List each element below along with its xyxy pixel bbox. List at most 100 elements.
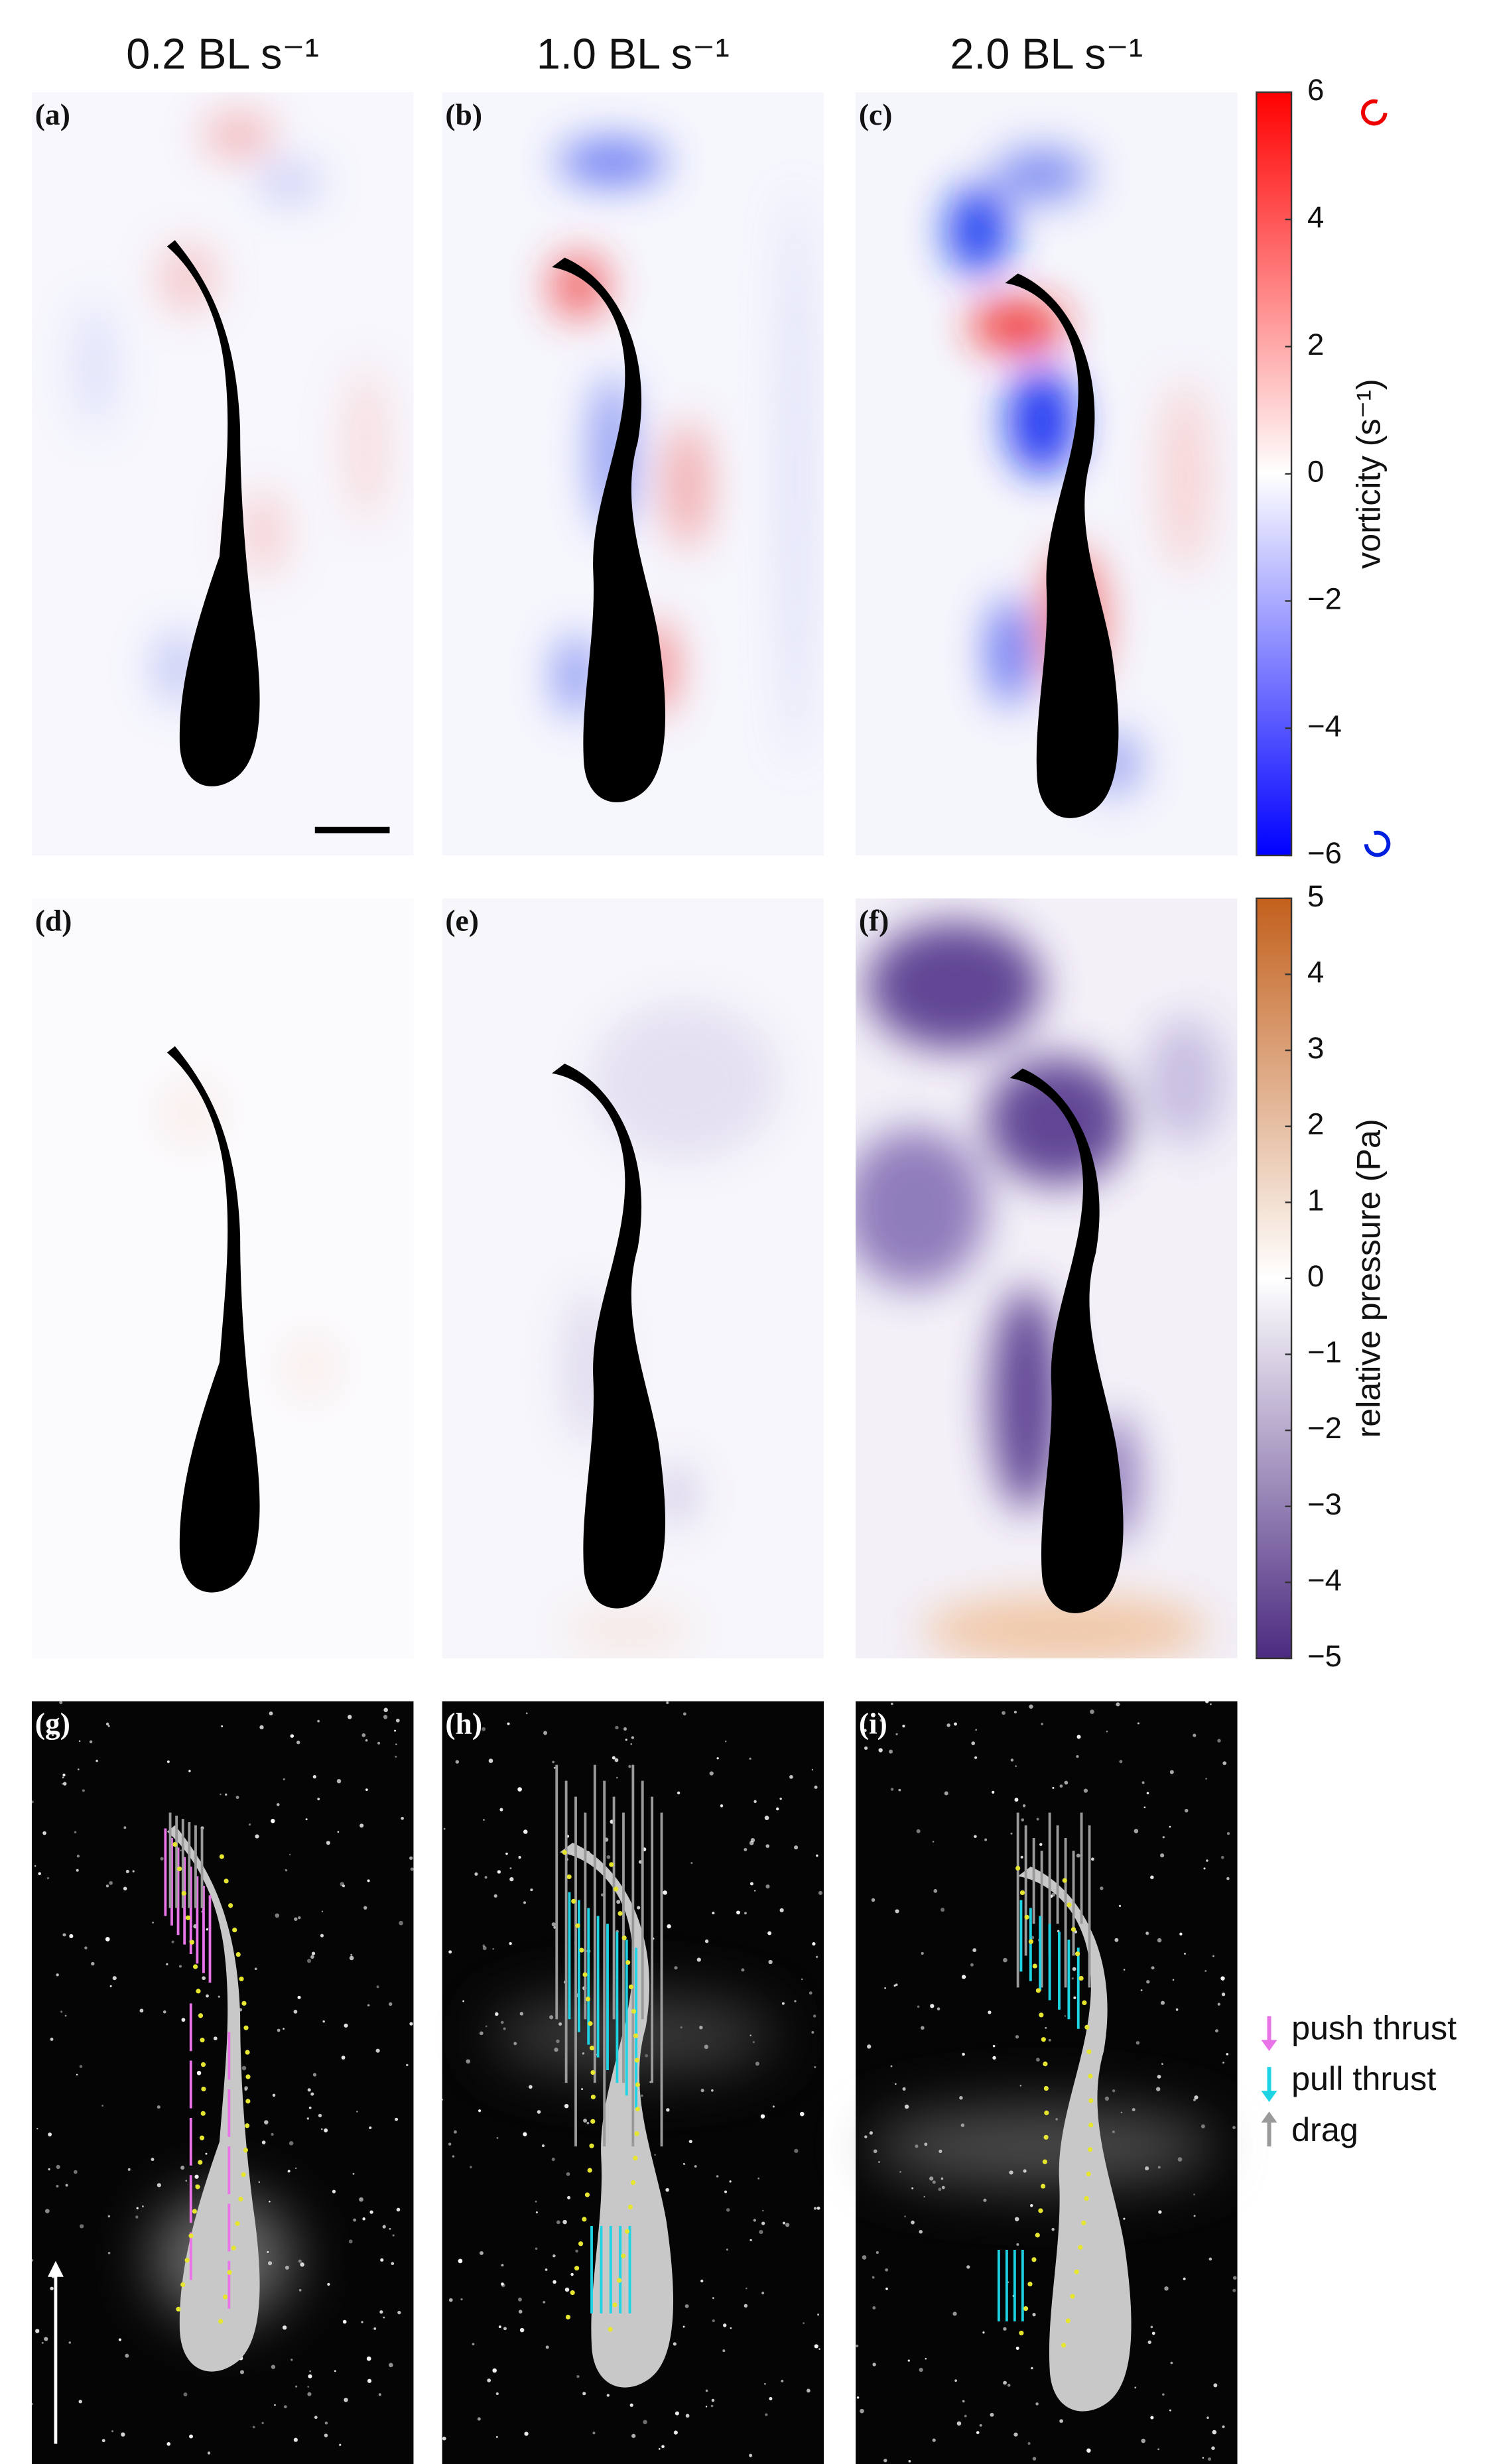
particle xyxy=(1169,1825,1171,1828)
particle xyxy=(207,2451,211,2455)
outline-dot xyxy=(590,2119,596,2124)
particle xyxy=(614,1758,619,1762)
outline-dot xyxy=(185,1915,191,1920)
particle xyxy=(379,2310,383,2314)
particle xyxy=(96,1759,98,1762)
particle xyxy=(205,2152,208,2155)
particle xyxy=(505,1852,508,1855)
particle xyxy=(166,1760,170,1763)
particle xyxy=(112,1976,117,1981)
colorbar-tick-label: 1 xyxy=(1307,1183,1324,1217)
particle xyxy=(271,2132,274,2136)
particle xyxy=(448,1950,452,1954)
particle xyxy=(709,1771,714,1776)
particle xyxy=(883,2458,887,2463)
particle xyxy=(553,1926,556,1929)
particle xyxy=(139,2008,144,2013)
particle xyxy=(180,1849,182,1852)
particle xyxy=(1027,2441,1031,2445)
particle xyxy=(356,2111,358,2113)
particle xyxy=(77,1768,80,1770)
particle xyxy=(907,2359,910,2362)
particle xyxy=(753,1890,756,1892)
particle xyxy=(932,2180,936,2184)
particle xyxy=(383,1715,388,1719)
particle xyxy=(322,2020,325,2023)
particle xyxy=(162,2010,166,2014)
particle xyxy=(308,2374,312,2378)
particle xyxy=(399,1920,403,1926)
colorbar-tick-label: −4 xyxy=(1307,1563,1342,1597)
particle xyxy=(109,1880,113,1885)
particle xyxy=(1204,1699,1209,1703)
particle xyxy=(46,1877,50,1880)
particle xyxy=(1193,2215,1196,2217)
particle xyxy=(749,1841,754,1845)
particle xyxy=(768,1959,773,1965)
colorbar-tick-label: −1 xyxy=(1307,1335,1342,1369)
particle xyxy=(202,1976,206,1981)
particle xyxy=(443,1827,446,1830)
particle xyxy=(932,2438,936,2442)
particle xyxy=(1072,1967,1076,1971)
particle xyxy=(908,2460,911,2463)
outline-dot xyxy=(1088,2098,1094,2103)
particle xyxy=(1161,2063,1163,2065)
particle xyxy=(78,2400,82,2404)
particle xyxy=(1140,1989,1143,1992)
particle xyxy=(244,2086,248,2090)
particle xyxy=(1059,2419,1063,2424)
particle xyxy=(813,2207,817,2210)
particle xyxy=(712,2319,715,2323)
outline-dot xyxy=(192,1964,198,1969)
particle xyxy=(264,2120,269,2125)
particle xyxy=(524,2432,529,2436)
particle xyxy=(816,2206,820,2210)
particle xyxy=(271,2365,276,2369)
particle xyxy=(82,1789,85,1792)
particle xyxy=(395,1755,397,1758)
particle xyxy=(564,2287,570,2292)
particle xyxy=(373,2327,377,2330)
colorbar-tick-label: 4 xyxy=(1307,955,1324,989)
outline-dot xyxy=(245,2123,250,2128)
outline-dot xyxy=(196,1989,201,1994)
particle xyxy=(380,2258,384,2262)
particle xyxy=(310,2092,314,2096)
outline-dot xyxy=(227,2270,232,2275)
particle xyxy=(1064,1780,1069,1785)
particle xyxy=(1210,1703,1212,1705)
particle xyxy=(482,1944,486,1947)
outline-dot xyxy=(590,2069,596,2075)
outline-dot xyxy=(1015,1865,1021,1871)
outline-dot xyxy=(241,2001,247,2006)
particle xyxy=(1104,2096,1110,2101)
particle xyxy=(932,1841,935,1843)
particle xyxy=(630,1743,633,1745)
particle xyxy=(637,1906,641,1910)
particle xyxy=(983,2198,987,2202)
particle xyxy=(336,1779,342,1784)
particle xyxy=(389,2363,393,2368)
particle xyxy=(1123,2217,1126,2220)
particle xyxy=(518,1856,521,1859)
outline-dot xyxy=(200,2038,205,2043)
particle xyxy=(1151,2331,1155,2335)
particle xyxy=(764,1816,769,1820)
particle xyxy=(1019,2085,1022,2087)
outline-dot xyxy=(245,2074,251,2079)
particle xyxy=(241,2065,247,2071)
particle xyxy=(181,2018,186,2022)
particle xyxy=(166,1963,168,1966)
particle xyxy=(493,1894,497,1898)
particle xyxy=(537,2110,541,2114)
particle xyxy=(235,1796,239,1800)
particle xyxy=(307,2088,311,2092)
particle xyxy=(812,1942,816,1946)
particle xyxy=(724,2190,728,2193)
outline-dot xyxy=(1078,1975,1084,1981)
particle xyxy=(509,1877,514,1882)
particle xyxy=(275,1913,280,1918)
particle xyxy=(654,2154,656,2156)
particle xyxy=(342,2319,347,2324)
